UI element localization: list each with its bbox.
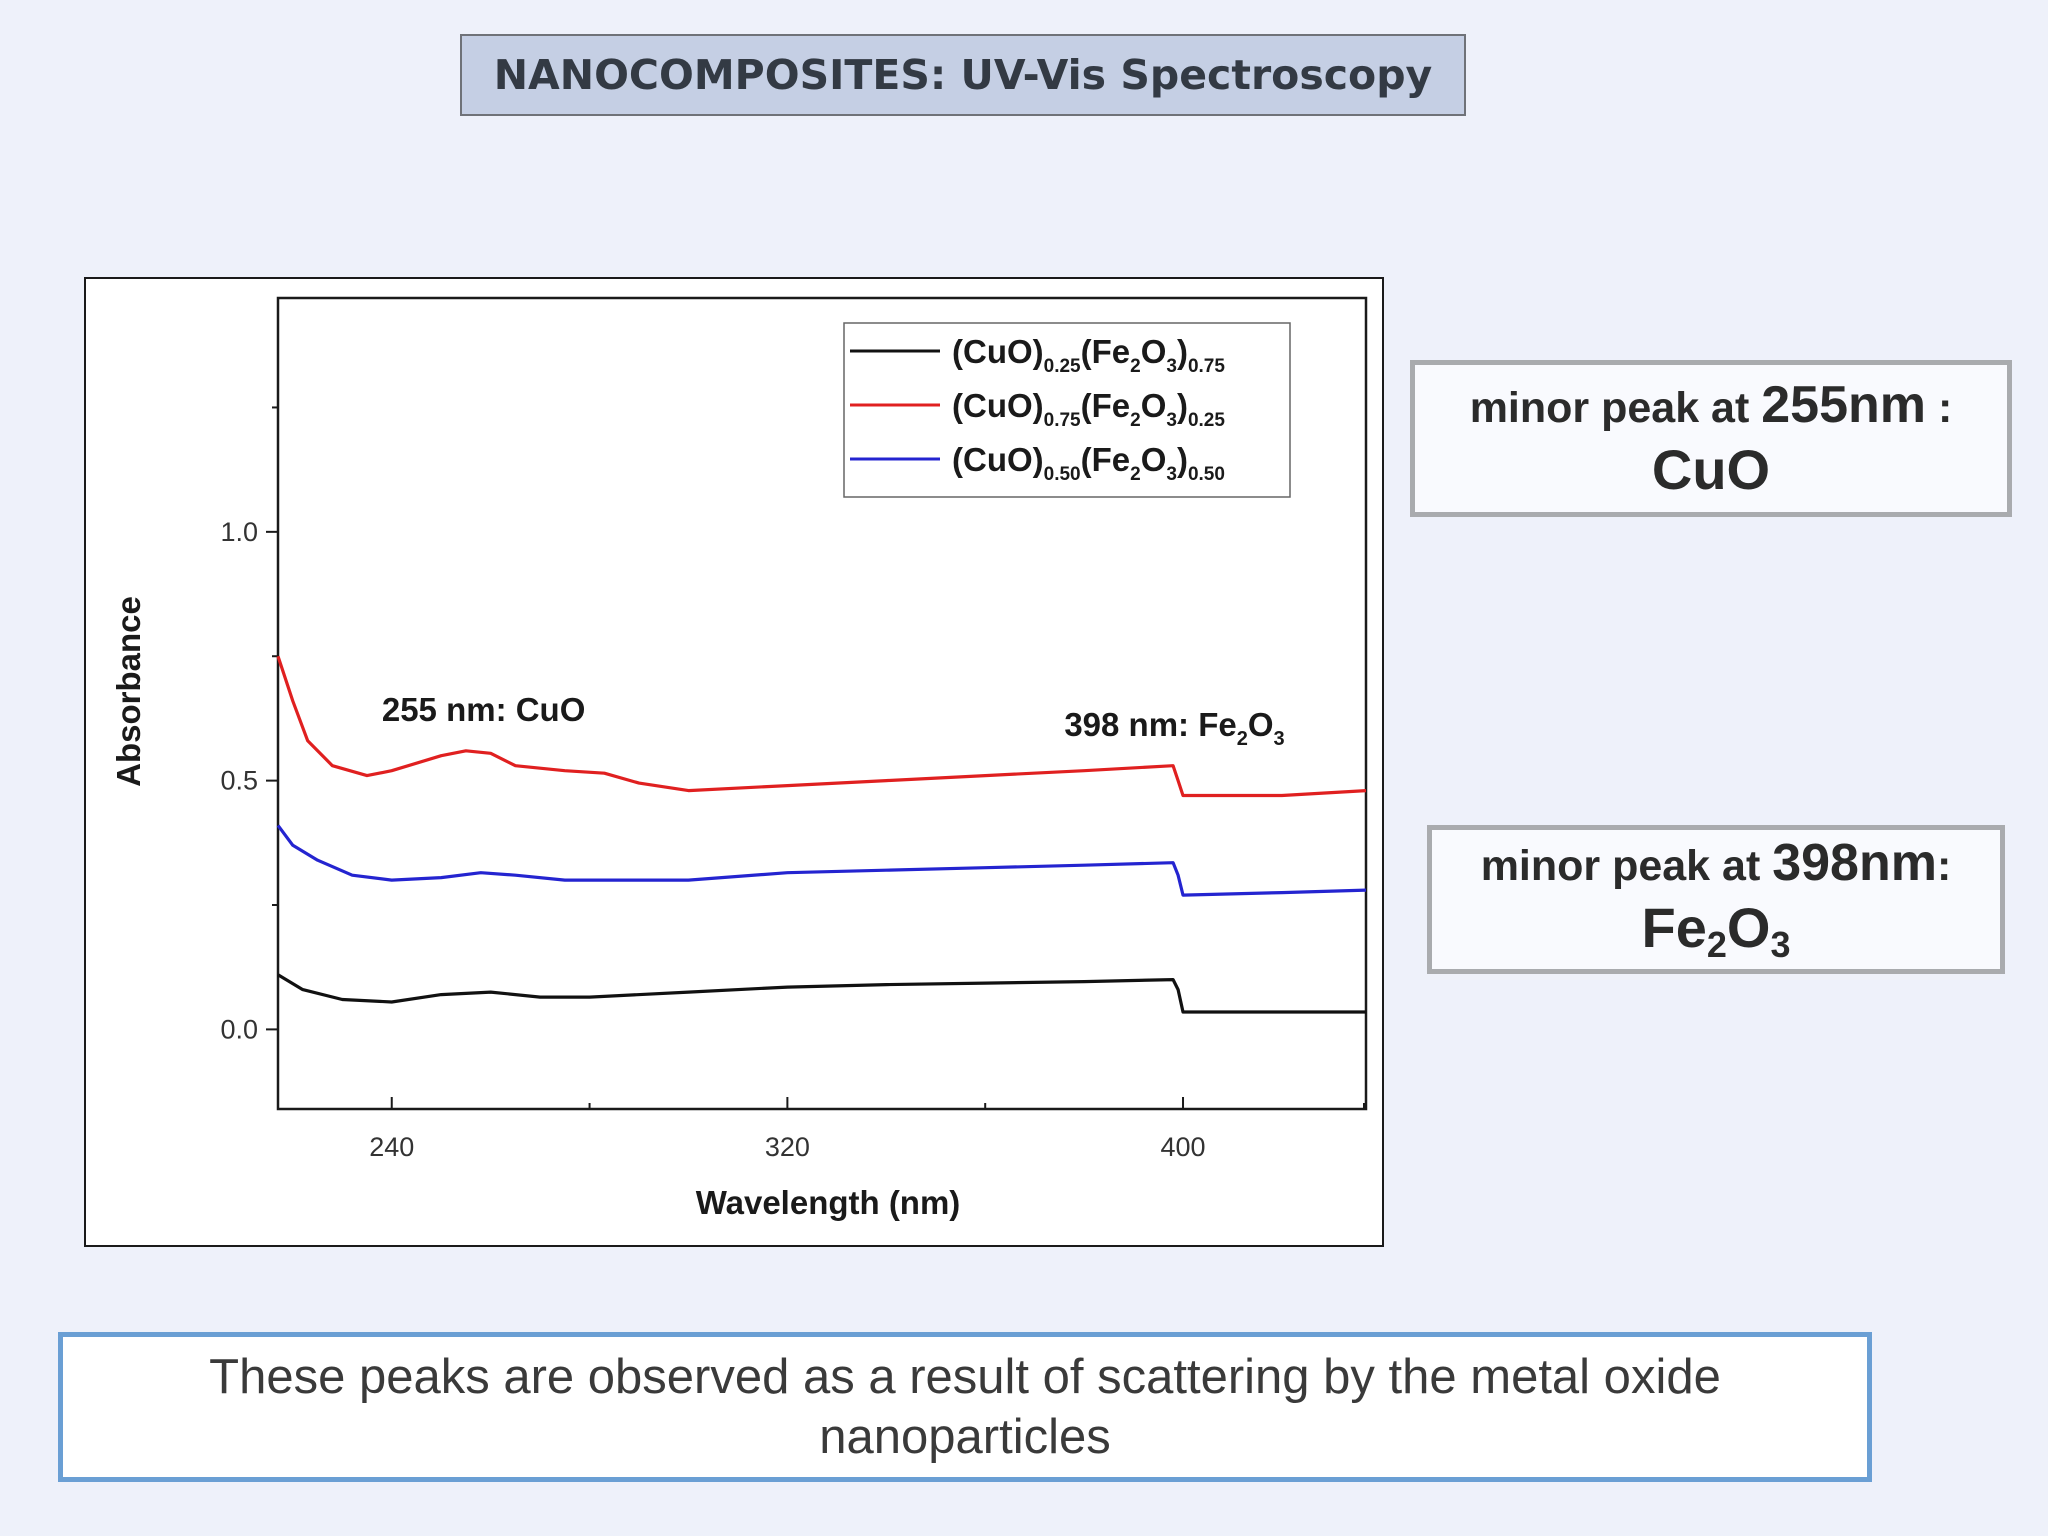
note-cuo-wavelength: 255nm — [1761, 376, 1926, 434]
y-axis-label: Absorbance — [110, 596, 147, 787]
y-tick-label: 0.5 — [220, 766, 258, 796]
note-cuo-peak: minor peak at 255nm : CuO — [1410, 360, 2012, 517]
slide-title: NANOCOMPOSITES: UV-Vis Spectroscopy — [460, 34, 1466, 116]
note-fe2o3-peak: minor peak at 398nm: Fe2O3 — [1427, 825, 2005, 974]
note-fe2o3-sub2: 2 — [1706, 924, 1727, 965]
note-cuo-suffix: : — [1926, 384, 1953, 432]
note-fe2o3-wavelength: 398nm — [1772, 834, 1937, 892]
series-line-2 — [276, 655, 1367, 798]
y-tick-label: 0.0 — [220, 1014, 258, 1044]
note-fe2o3-o: O — [1726, 896, 1771, 959]
note-fe2o3-suffix: : — [1936, 842, 1952, 890]
note-fe2o3-compound: Fe2O3 — [1642, 895, 1791, 966]
annotation-fe2o3-peak: 398 nm: Fe2O3 — [1064, 706, 1284, 750]
note-cuo-compound: CuO — [1651, 438, 1771, 501]
legend-entry-1: (CuO)0.25(Fe2O3)0.75 — [952, 333, 1225, 377]
x-tick-label: 240 — [369, 1132, 414, 1162]
uv-vis-chart: 240 320 400 0.0 0.5 1.0 Wavelength (nm) Absorba… — [110, 296, 1368, 1221]
footer-note: These peaks are observed as a result of … — [58, 1332, 1872, 1482]
legend-entry-2: (CuO)0.75(Fe2O3)0.25 — [952, 387, 1225, 431]
series-line-3 — [276, 824, 1367, 897]
y-tick-label: 1.0 — [220, 517, 258, 547]
annotation-cuo-peak: 255 nm: CuO — [382, 691, 586, 728]
x-tick-label: 400 — [1160, 1132, 1205, 1162]
series-line-1 — [277, 973, 1366, 1014]
note-cuo-prefix: minor peak at — [1469, 384, 1762, 432]
x-tick-label: 320 — [765, 1132, 810, 1162]
note-fe2o3-fe: Fe — [1641, 896, 1707, 959]
note-fe2o3-prefix: minor peak at — [1480, 842, 1773, 890]
note-fe2o3-sub3: 3 — [1770, 924, 1791, 965]
x-axis-label: Wavelength (nm) — [696, 1184, 961, 1221]
plot-area — [276, 296, 1368, 1111]
legend-entry-3: (CuO)0.50(Fe2O3)0.50 — [952, 441, 1225, 485]
chart-frame: 240 320 400 0.0 0.5 1.0 Wavelength (nm) Absorba… — [84, 277, 1384, 1247]
note-cuo-text: minor peak at 255nm : — [1470, 375, 1953, 435]
note-fe2o3-text: minor peak at 398nm: — [1481, 833, 1952, 893]
